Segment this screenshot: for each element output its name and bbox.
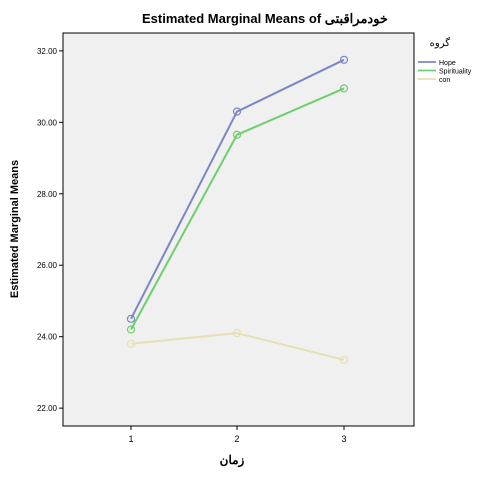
data-point-hope <box>339 55 349 64</box>
plot-area <box>62 32 415 427</box>
chart-marks: 22.00 24.00 26.00 28.00 30.00 32.00 1 2 3 Hope Spi… <box>37 47 472 444</box>
legend-title: گروه <box>430 37 451 49</box>
y-tick-label: 26.00 <box>37 261 58 270</box>
y-tick-label: 24.00 <box>37 333 58 342</box>
data-point-con <box>339 355 349 365</box>
legend-label: con <box>439 77 450 84</box>
chart-title: Estimated Marginal Means of خودمراقبتی <box>142 11 388 27</box>
series-line-con <box>130 332 345 361</box>
y-tick-label: 22.00 <box>37 404 58 413</box>
y-axis-label: Estimated Marginal Means <box>9 160 21 298</box>
y-tick-label: 30.00 <box>37 118 58 127</box>
y-tick-label: 32.00 <box>37 47 58 56</box>
data-point-hope <box>126 314 136 323</box>
data-point-spirituality <box>232 130 242 139</box>
x-tick-label: 2 <box>234 434 239 444</box>
y-tick-label: 28.00 <box>37 190 58 199</box>
series-line-spirituality <box>130 87 345 330</box>
data-point-con <box>126 339 136 348</box>
x-axis-label: زمان <box>220 453 245 468</box>
x-tick-label: 3 <box>341 434 346 444</box>
legend-label: Spirituality <box>439 69 472 76</box>
data-point-con <box>232 329 242 338</box>
series-line-hope <box>130 58 345 320</box>
data-point-hope <box>232 107 242 116</box>
data-point-spirituality <box>126 325 136 334</box>
x-tick-label: 1 <box>128 434 133 444</box>
data-point-spirituality <box>339 84 349 93</box>
legend-label: Hope <box>439 60 456 67</box>
